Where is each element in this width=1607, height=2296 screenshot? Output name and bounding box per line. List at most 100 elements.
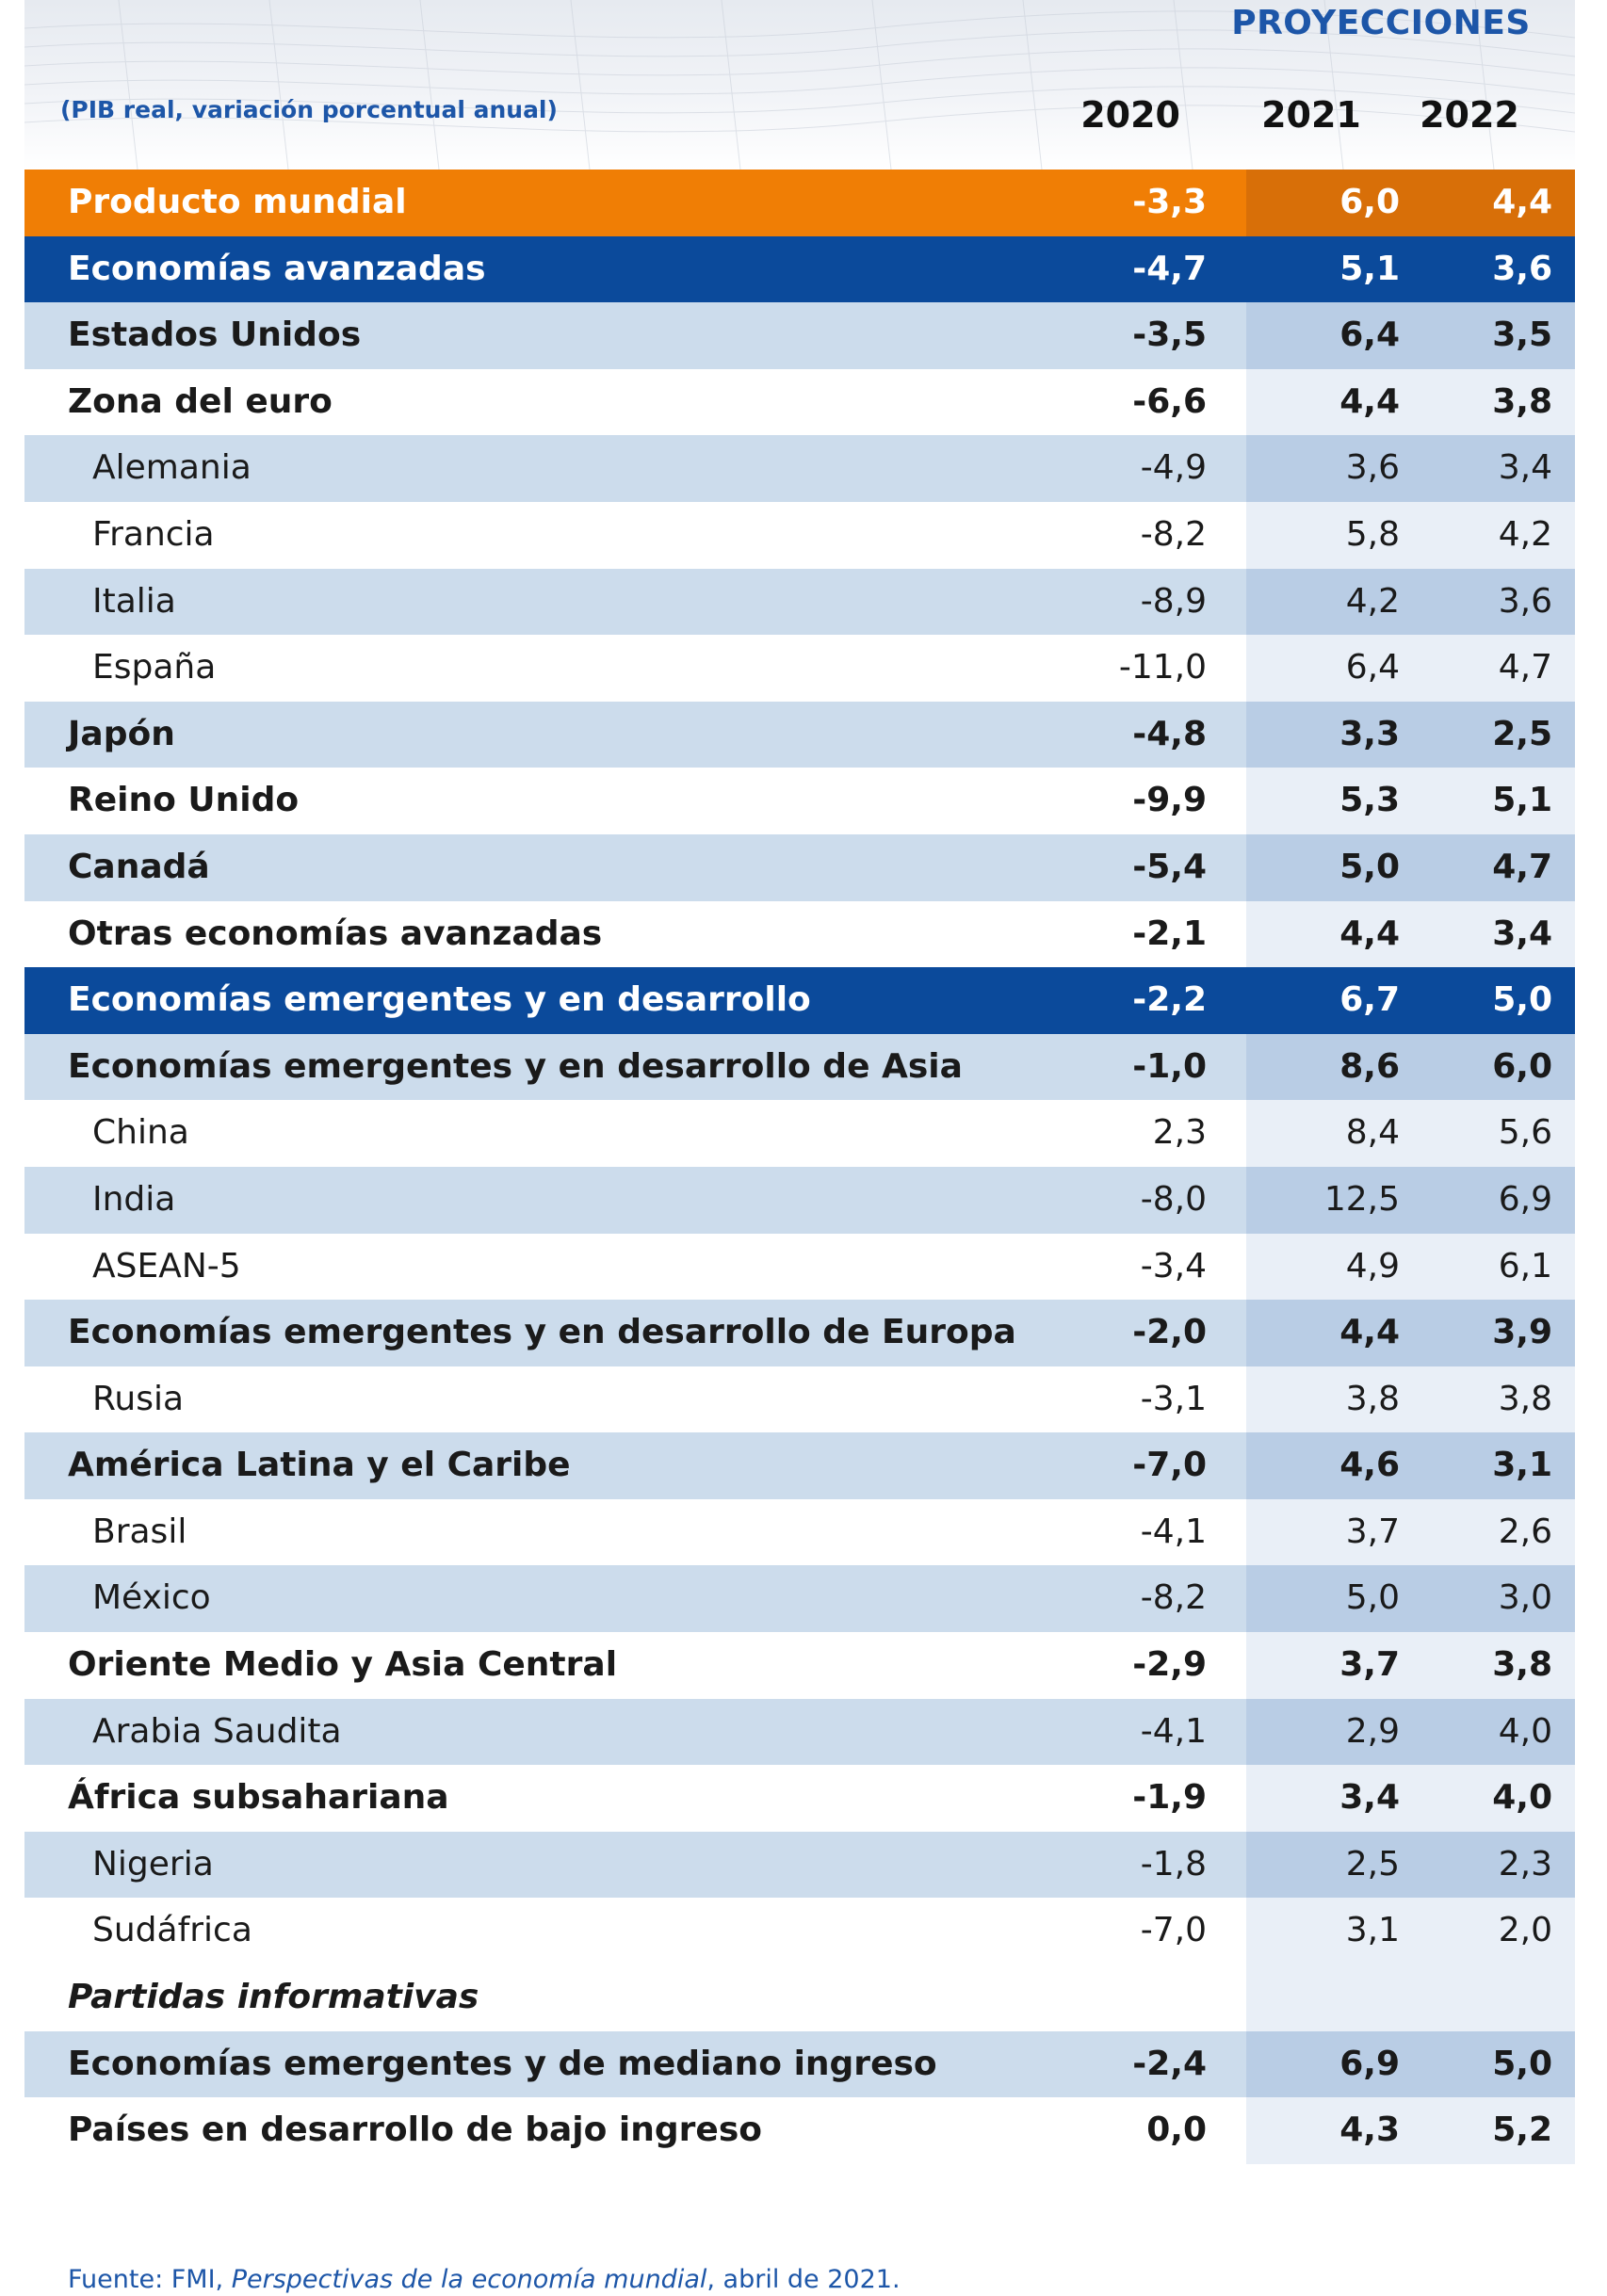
table-row: Francia -8,2 5,8 4,2 [24,501,1575,569]
cell-2021: 3,3 [1339,714,1400,753]
projection-band [1246,1965,1575,2031]
table-row: Canadá -5,4 5,0 4,7 [24,833,1575,901]
projection-band [1246,1366,1575,1433]
cell-2020: -6,6 [1132,381,1207,421]
table-row: Brasil -4,1 3,7 2,6 [24,1498,1575,1566]
cell-2022: 3,6 [1492,249,1552,288]
row-label: Italia [92,581,176,621]
table-row: México -8,2 5,0 3,0 [24,1565,1575,1633]
row-label: Economías emergentes y de mediano ingres… [68,2044,937,2083]
cell-2020: -3,5 [1132,315,1207,355]
cell-2020: -7,0 [1140,1911,1207,1950]
cell-2022: 4,0 [1492,1778,1552,1818]
cell-2021: 4,2 [1345,581,1400,621]
table-row: Otras economías avanzadas -2,1 4,4 3,4 [24,900,1575,968]
table-row: Oriente Medio y Asia Central -2,9 3,7 3,8 [24,1632,1575,1699]
cell-2021: 4,6 [1339,1446,1400,1485]
cell-2021: 3,7 [1339,1645,1400,1685]
table-row: América Latina y el Caribe -7,0 4,6 3,1 [24,1432,1575,1499]
cell-2021: 3,8 [1345,1379,1400,1418]
cell-2021: 6,4 [1339,315,1400,355]
cell-2020: -1,9 [1132,1778,1207,1818]
table-row: Sudáfrica -7,0 3,1 2,0 [24,1898,1575,1965]
cell-2020: -2,9 [1132,1645,1207,1685]
row-label: España [92,648,217,687]
projections-label: PROYECCIONES [1231,4,1531,42]
table-row: Japón -4,8 3,3 2,5 [24,701,1575,768]
projection-band [1246,1432,1575,1499]
table-row: Rusia -3,1 3,8 3,8 [24,1366,1575,1433]
cell-2021: 5,8 [1345,514,1400,554]
cell-2022: 6,0 [1492,1046,1552,1086]
cell-2022: 2,5 [1492,714,1552,753]
cell-2021: 6,9 [1339,2044,1400,2083]
row-label: América Latina y el Caribe [68,1446,571,1485]
row-label: Producto mundial [68,183,407,221]
cell-2022: 3,5 [1492,315,1552,355]
source-title: Perspectivas de la economía mundial [231,2265,707,2294]
projection-band [1246,2097,1575,2164]
cell-2022: 3,8 [1492,381,1552,421]
cell-2022: 4,4 [1492,183,1552,221]
cell-2022: 3,4 [1492,914,1552,953]
cell-2021: 8,6 [1339,1046,1400,1086]
row-label: Francia [92,514,215,554]
cell-2020: -1,0 [1132,1046,1207,1086]
cell-2021: 6,0 [1339,183,1400,221]
projection-band [1246,302,1575,369]
cell-2022: 4,7 [1492,847,1552,886]
row-label: México [92,1578,211,1618]
cell-2020: -11,0 [1118,648,1207,687]
projection-band [1246,1300,1575,1366]
table-row: Países en desarrollo de bajo ingreso 0,0 4… [24,2097,1575,2164]
source-suffix: , abril de 2021. [706,2265,901,2294]
cell-2020: -8,9 [1140,581,1207,621]
cell-2020: -1,8 [1140,1844,1207,1884]
cell-2022: 3,9 [1492,1313,1552,1352]
cell-2021: 2,5 [1345,1844,1400,1884]
row-label: Partidas informativas [68,1978,479,2017]
projection-band [1246,1100,1575,1167]
row-label: Oriente Medio y Asia Central [68,1645,618,1685]
projection-band [1246,368,1575,436]
table-row: China 2,3 8,4 5,6 [24,1100,1575,1167]
year-header-2022: 2022 [1420,94,1519,136]
cell-2021: 6,7 [1339,980,1400,1020]
projection-band [1246,1565,1575,1633]
cell-2020: -3,1 [1140,1379,1207,1418]
cell-2021: 5,0 [1339,847,1400,886]
table-row: Italia -8,9 4,2 3,6 [24,568,1575,636]
projection-band [1246,900,1575,968]
cell-2020: -4,1 [1140,1512,1207,1551]
wave-pattern-decoration [24,0,1575,170]
cell-2020: -4,1 [1140,1711,1207,1751]
table-row: Alemania -4,9 3,6 3,4 [24,435,1575,502]
cell-2021: 8,4 [1345,1113,1400,1153]
cell-2020: -2,2 [1132,980,1207,1020]
year-header-2020: 2020 [1080,94,1180,136]
row-label: Economías emergentes y en desarrollo de … [68,1313,1016,1352]
cell-2020: -4,7 [1132,249,1207,288]
cell-2021: 4,9 [1345,1246,1400,1285]
projection-band [1246,1698,1575,1766]
projection-band [1246,501,1575,569]
table-row: Partidas informativas [24,1965,1575,2031]
year-header-2021: 2021 [1261,94,1361,136]
cell-2021: 2,9 [1345,1711,1400,1751]
row-label: Zona del euro [68,381,333,421]
row-label: Arabia Saudita [92,1711,342,1751]
table-row: Economías emergentes y en desarrollo -2,2… [24,967,1575,1034]
projection-band [1246,1765,1575,1832]
cell-2022: 6,9 [1498,1179,1552,1219]
cell-2022: 5,0 [1492,2044,1552,2083]
projection-band [1246,435,1575,502]
cell-2021: 3,7 [1345,1512,1400,1551]
table-row: Arabia Saudita -4,1 2,9 4,0 [24,1698,1575,1766]
cell-2020: -8,0 [1140,1179,1207,1219]
cell-2022: 3,8 [1498,1379,1552,1418]
cell-2021: 3,1 [1345,1911,1400,1950]
cell-2020: -3,3 [1132,183,1207,221]
cell-2022: 4,2 [1498,514,1552,554]
cell-2022: 5,1 [1492,781,1552,820]
row-label: Economías emergentes y en desarrollo de … [68,1046,963,1086]
